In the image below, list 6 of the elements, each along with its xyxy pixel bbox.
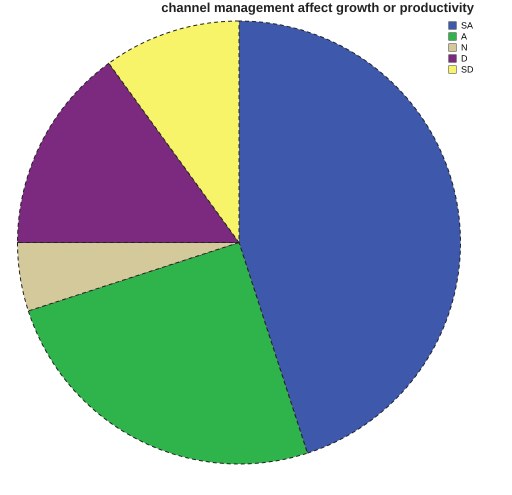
legend-label: D xyxy=(461,54,468,64)
legend-label: A xyxy=(461,32,468,42)
legend-label: N xyxy=(461,42,468,52)
legend-label: SD xyxy=(461,64,474,74)
legend-label: SA xyxy=(461,20,474,30)
chart-title: channel management affect growth or productivity xyxy=(161,0,475,15)
